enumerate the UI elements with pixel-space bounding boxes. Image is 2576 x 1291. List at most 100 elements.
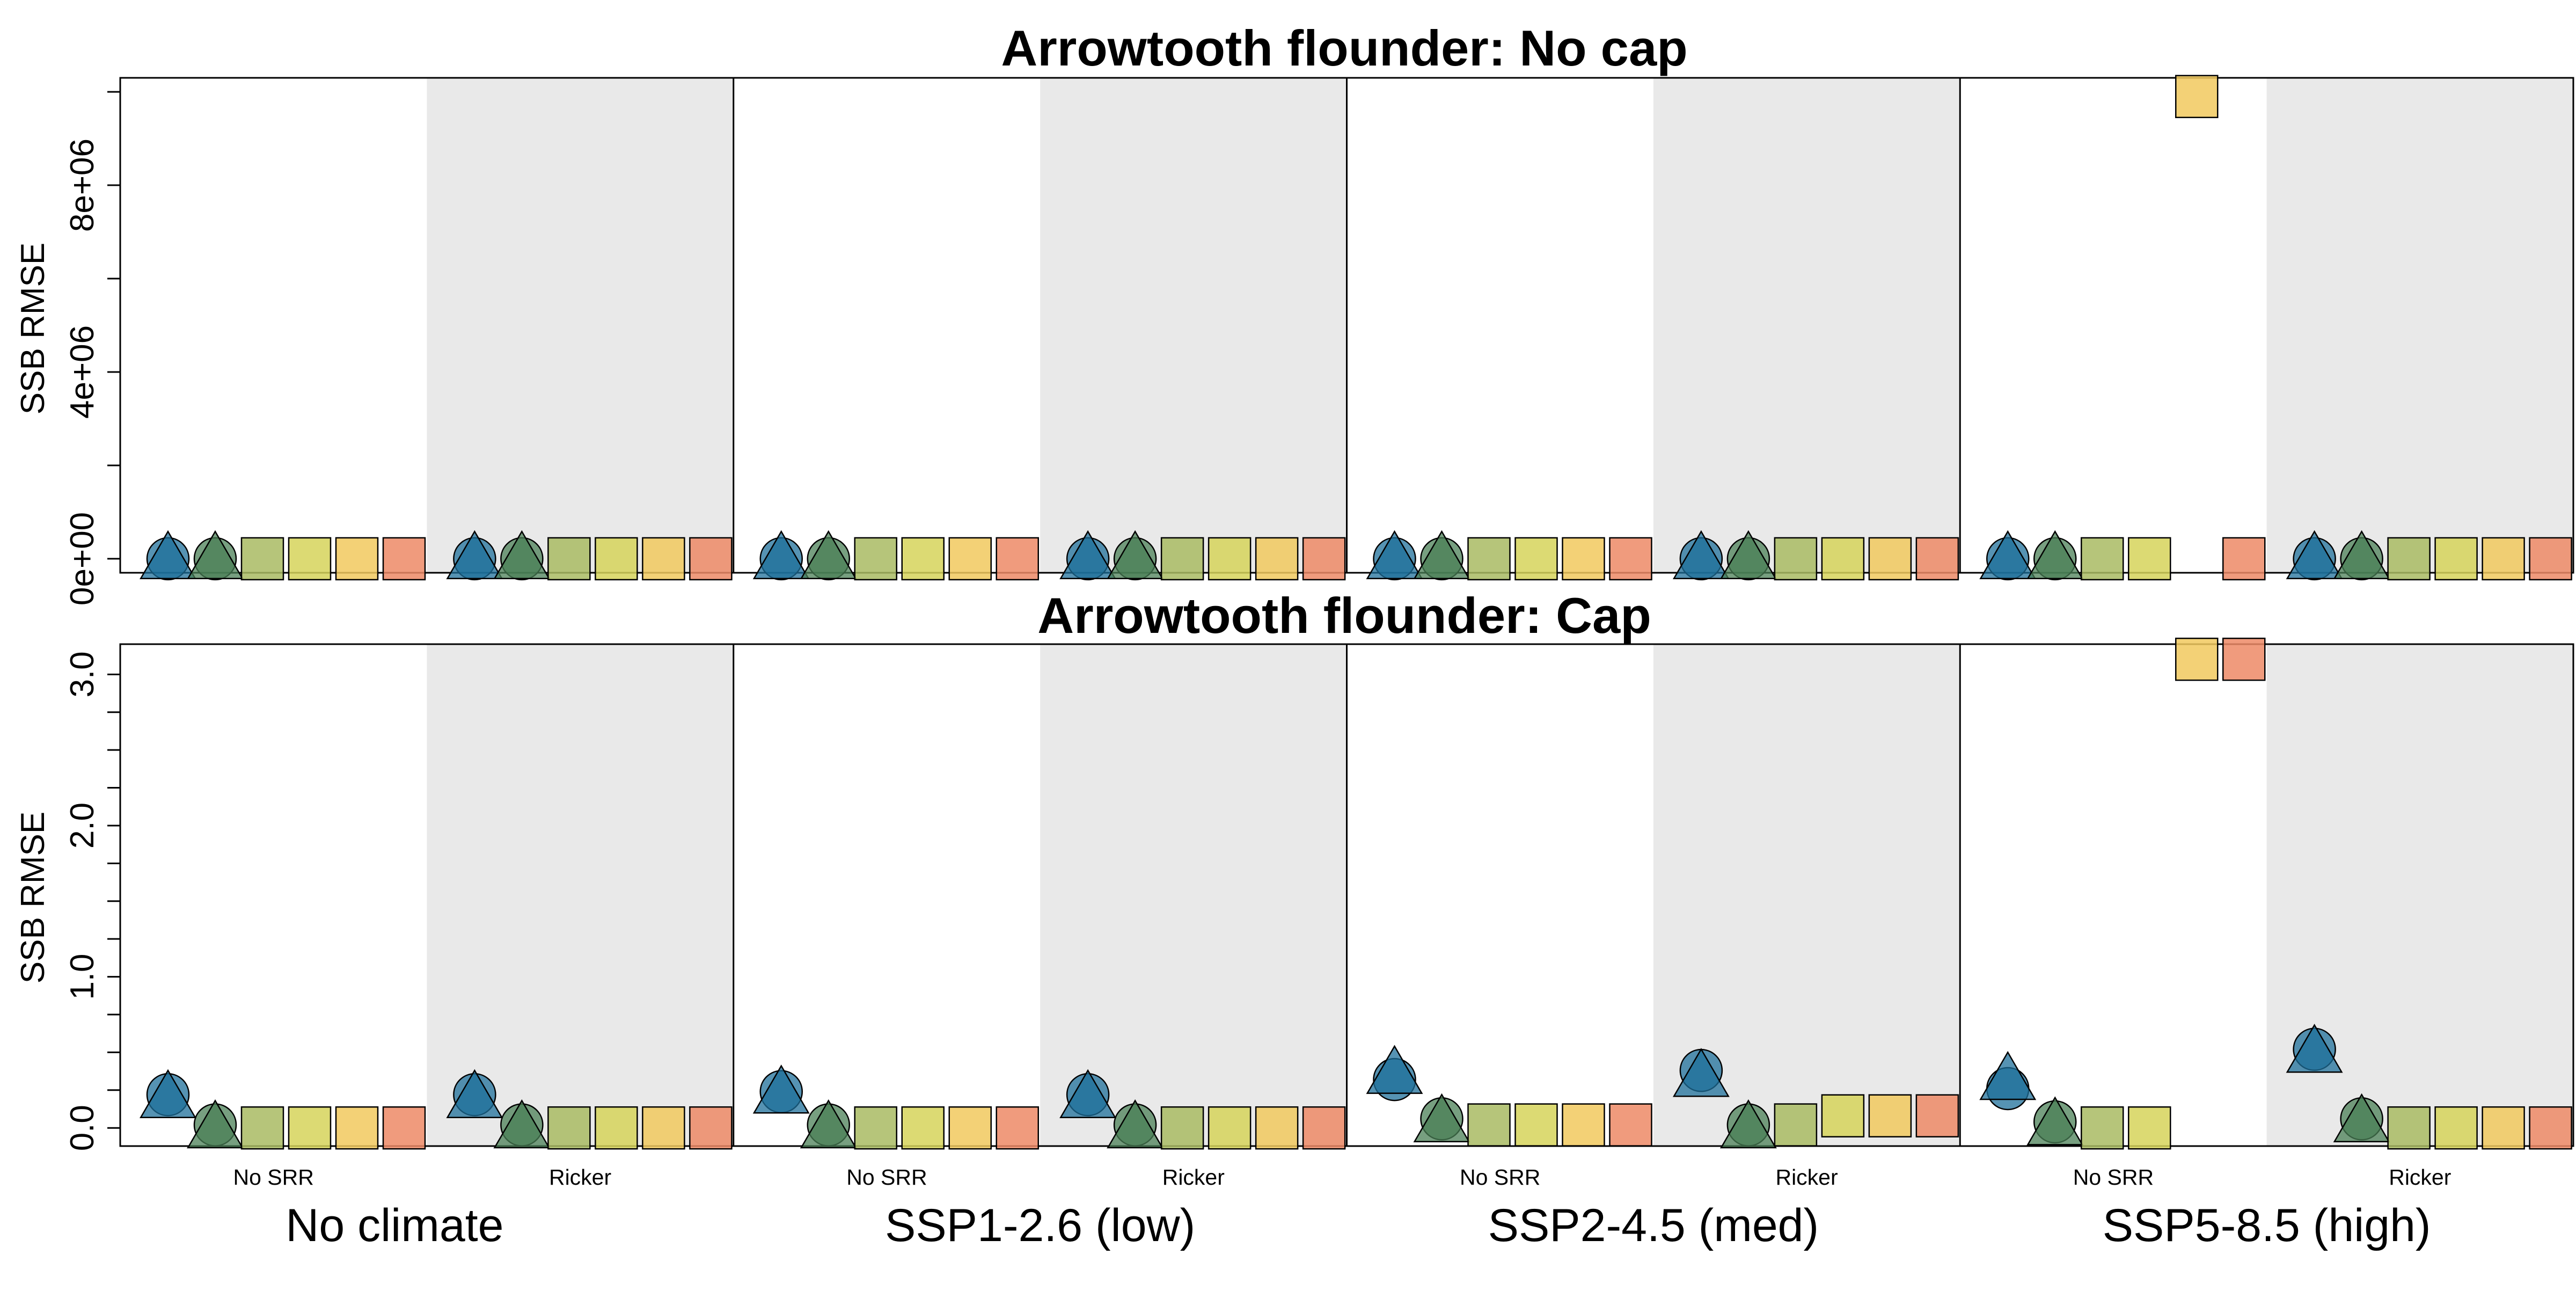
marker-square — [1821, 537, 1865, 581]
marker-triangle — [1366, 530, 1423, 580]
marker-square — [2387, 1106, 2431, 1150]
marker-triangle — [2286, 530, 2343, 580]
ricker-shade — [427, 78, 734, 573]
ricker-shade — [1040, 78, 1347, 573]
marker-square — [1514, 1103, 1558, 1147]
marker-square — [948, 537, 992, 581]
marker-triangle — [1979, 1051, 2037, 1100]
marker-square — [595, 1106, 638, 1150]
marker-square — [1160, 1106, 1204, 1150]
marker-square — [240, 1106, 284, 1150]
marker-triangle — [752, 1064, 810, 1114]
y-tick-label: 2.0 — [64, 803, 101, 849]
marker-triangle — [1719, 1099, 1777, 1149]
marker-triangle — [1059, 530, 1117, 580]
marker-square — [901, 537, 945, 581]
marker-triangle — [1672, 1048, 1730, 1097]
srr-label: Ricker — [1162, 1165, 1225, 1190]
marker-square — [2529, 1106, 2572, 1150]
y-axis-label-cap: SSB RMSE — [14, 812, 52, 983]
marker-square — [2175, 75, 2219, 119]
marker-square — [689, 537, 733, 581]
marker-square — [2222, 537, 2266, 581]
ricker-shade — [427, 644, 734, 1146]
marker-square — [1868, 1094, 1912, 1137]
marker-square — [2081, 537, 2124, 581]
marker-triangle — [187, 530, 244, 580]
marker-square — [2529, 537, 2572, 581]
panel-title-no-cap: Arrowtooth flounder: No cap — [1001, 20, 1687, 76]
marker-square — [382, 537, 426, 581]
marker-triangle — [2333, 1093, 2390, 1143]
climate-label: No climate — [286, 1200, 503, 1251]
srr-label: Ricker — [2389, 1165, 2451, 1190]
marker-square — [1160, 537, 1204, 581]
marker-square — [2434, 1106, 2478, 1150]
ricker-shade — [2266, 78, 2573, 573]
marker-triangle — [2026, 530, 2084, 580]
srr-label: Ricker — [549, 1165, 611, 1190]
marker-square — [1915, 537, 1959, 581]
srr-label: No SRR — [233, 1165, 314, 1190]
marker-square — [2128, 1106, 2171, 1150]
ricker-shade — [1040, 644, 1347, 1146]
marker-triangle — [1366, 1045, 1423, 1094]
marker-square — [335, 1106, 379, 1150]
marker-triangle — [2286, 1024, 2343, 1073]
marker-square — [1255, 537, 1299, 581]
marker-square — [996, 537, 1039, 581]
marker-square — [1821, 1094, 1865, 1137]
climate-label: SSP2-4.5 (med) — [1488, 1200, 1819, 1251]
srr-label: No SRR — [1460, 1165, 1540, 1190]
climate-label: SSP1-2.6 (low) — [885, 1200, 1195, 1251]
marker-square — [1915, 1094, 1959, 1137]
x-axis-labels: No SRR Ricker No SRR Ricker No SRR Ricker No S… — [233, 1165, 2451, 1251]
srr-label: Ricker — [1775, 1165, 1838, 1190]
marker-triangle — [493, 530, 551, 580]
marker-square — [642, 537, 685, 581]
y-tick-label: 4e+06 — [64, 325, 101, 419]
marker-square — [1562, 1103, 1605, 1147]
marker-square — [948, 1106, 992, 1150]
marker-square — [547, 1106, 591, 1150]
marker-square — [1208, 537, 1252, 581]
marker-triangle — [1107, 530, 1164, 580]
marker-square — [1609, 537, 1652, 581]
marker-square — [689, 1106, 733, 1150]
marker-square — [335, 537, 379, 581]
marker-square — [2175, 637, 2219, 681]
marker-square — [2387, 537, 2431, 581]
marker-square — [1774, 537, 1818, 581]
marker-triangle — [1413, 530, 1470, 580]
marker-square — [595, 537, 638, 581]
marker-square — [1774, 1103, 1818, 1147]
climate-label: SSP5-8.5 (high) — [2103, 1200, 2431, 1251]
marker-square — [996, 1106, 1039, 1150]
srr-label: No SRR — [2073, 1165, 2154, 1190]
ricker-shade — [1653, 78, 1960, 573]
y-tick-label: 1.0 — [64, 953, 101, 1000]
marker-square — [547, 537, 591, 581]
panel-title-cap: Arrowtooth flounder: Cap — [1037, 587, 1651, 644]
panel-cap: Arrowtooth flounder: Cap SSB RMSE 0.0 1.0… — [14, 587, 2574, 1151]
marker-square — [1255, 1106, 1299, 1150]
marker-triangle — [140, 1069, 196, 1118]
marker-square — [854, 1106, 897, 1150]
marker-triangle — [800, 530, 857, 580]
marker-square — [2222, 637, 2266, 681]
marker-triangle — [446, 530, 503, 580]
marker-triangle — [493, 1099, 551, 1149]
y-tick-label: 0e+00 — [64, 512, 101, 606]
marker-triangle — [1672, 530, 1730, 580]
marker-square — [901, 1106, 945, 1150]
panel-no-cap: Arrowtooth flounder: No cap SSB RMSE 0e+… — [14, 20, 2574, 606]
marker-triangle — [140, 530, 196, 580]
marker-square — [2482, 1106, 2525, 1150]
y-axis-label-no-cap: SSB RMSE — [14, 243, 52, 414]
marker-triangle — [446, 1069, 503, 1118]
marker-triangle — [1719, 530, 1777, 580]
marker-triangle — [1979, 530, 2037, 580]
y-tick-label: 0.0 — [64, 1105, 101, 1151]
